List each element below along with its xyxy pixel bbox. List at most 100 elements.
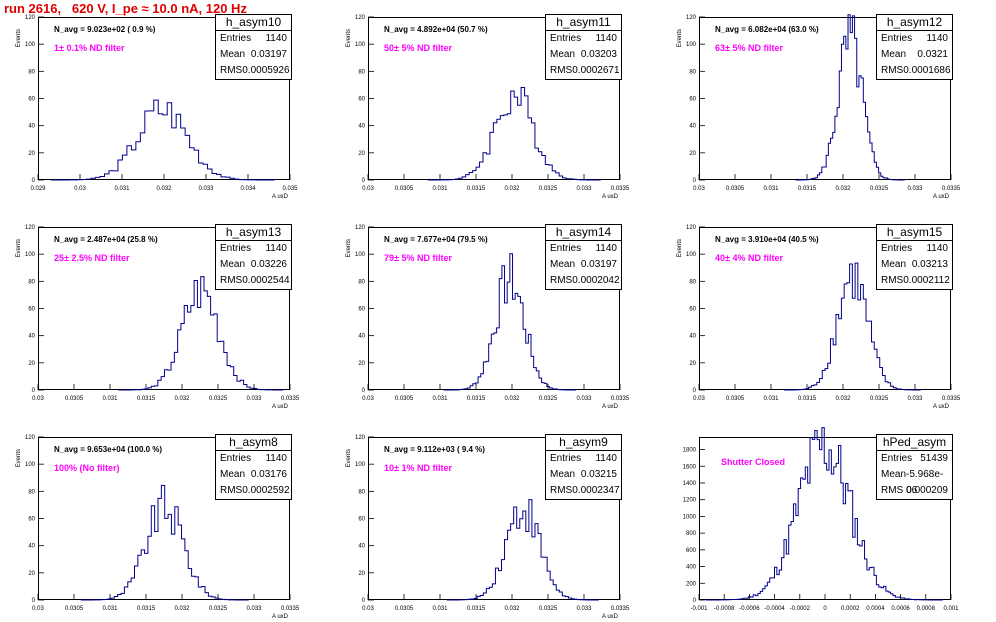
histogram-plot: 0.029 0.03 0.031 0.032 0.033 0.034 0.035 0 20 40 6… [16, 15, 298, 200]
x-tick-label: 0.032 [504, 186, 520, 192]
navg-label: N_avg = 9.653e+04 (100.0 %) [54, 445, 163, 454]
histogram-panel-h_asym9: 0.03 0.0305 0.031 0.0315 0.032 0.0325 0.033 0.0… [346, 434, 630, 620]
filter-annotation: Shutter Closed [721, 457, 786, 467]
x-tick-label: 0.0325 [209, 396, 228, 402]
histogram-plot: 0.03 0.0305 0.031 0.0315 0.032 0.0325 0.033 0.0… [346, 225, 630, 410]
x-tick-label: 0.03 [362, 396, 374, 402]
y-tick-label: 60 [358, 517, 365, 523]
y-tick-label: 20 [358, 571, 365, 577]
x-tick-label: 0.0305 [726, 186, 745, 192]
histogram-panel-h_asym11: 0.03 0.0305 0.031 0.0315 0.032 0.0325 0.033 0.0… [346, 14, 630, 200]
histogram-panel-h_asym15: 0.03 0.0305 0.031 0.0315 0.032 0.0325 0.033 0.0… [677, 224, 961, 410]
y-tick-label: 80 [358, 279, 365, 285]
y-tick-label: 120 [355, 225, 366, 231]
y-tick-label: 0 [362, 388, 366, 394]
filter-annotation: 79± 5% ND filter [384, 253, 452, 263]
x-tick-label: 0.032 [835, 396, 851, 402]
x-tick-label: 0.0305 [65, 396, 84, 402]
x-tick-label: 0.0335 [611, 396, 630, 402]
navg-label: N_avg = 3.910e+04 (40.5 %) [715, 235, 819, 244]
x-tick-label: 0.0325 [539, 396, 558, 402]
x-tick-label: 0.0325 [870, 186, 889, 192]
x-tick-label: 0.032 [504, 606, 520, 612]
y-tick-label: 100 [355, 462, 366, 468]
histogram-panel-h_asym14: 0.03 0.0305 0.031 0.0315 0.032 0.0325 0.033 0.0… [346, 224, 630, 410]
x-tick-label: 0.0325 [209, 606, 228, 612]
y-tick-label: 800 [686, 531, 697, 537]
stat-mean: Mean -5.968e-06 [881, 469, 944, 496]
stats-box: h_asym15 Entries 1140 Mean 0.03213 RMS 0.00… [876, 224, 953, 290]
x-tick-label: 0.033 [576, 396, 592, 402]
stat-entries: Entries 1140 [220, 453, 287, 464]
y-tick-label: 80 [28, 489, 35, 495]
histogram-bars [50, 99, 276, 181]
hist-name: hPed_asym [877, 435, 952, 451]
x-tick-label: 0.03 [32, 606, 44, 612]
y-tick-label: 80 [28, 69, 35, 75]
x-tick-label: 0.0325 [539, 606, 558, 612]
y-tick-label: 120 [355, 435, 366, 441]
stat-rms: RMS 0.0002347 [550, 485, 620, 496]
x-tick-label: 0.0004 [866, 606, 885, 612]
y-tick-label: 100 [25, 42, 36, 48]
y-tick-label: 20 [358, 361, 365, 367]
histogram-bars [117, 276, 284, 391]
x-tick-label: 0.0305 [726, 396, 745, 402]
navg-label: N_avg = 7.677e+04 (79.5 %) [384, 235, 488, 244]
x-tick-label: 0.0335 [942, 396, 961, 402]
stat-rms: RMS 0.0005926 [220, 65, 290, 76]
y-tick-label: 100 [25, 252, 36, 258]
stat-mean: Mean 0.03197 [550, 259, 617, 270]
stat-entries: Entries 51439 [881, 453, 948, 464]
x-tick-label: 0.0315 [467, 396, 486, 402]
x-tick-label: 0.001 [943, 606, 959, 612]
x-tick-label: 0.0315 [467, 606, 486, 612]
y-tick-label: 20 [689, 151, 696, 157]
y-axis-label: Events [677, 239, 683, 257]
histogram-bars [446, 499, 600, 601]
stat-entries: Entries 1140 [881, 243, 948, 254]
hist-name: h_asym11 [546, 15, 621, 31]
y-tick-label: 40 [28, 124, 35, 130]
y-tick-label: 120 [25, 15, 36, 21]
x-tick-label: 0.0305 [395, 606, 414, 612]
stat-mean: Mean 0.03197 [220, 49, 287, 60]
y-tick-label: 80 [358, 69, 365, 75]
navg-label: N_avg = 4.892e+04 (50.7 %) [384, 25, 488, 34]
x-tick-label: 0.031 [432, 606, 448, 612]
histogram-plot: 0.03 0.0305 0.031 0.0315 0.032 0.0325 0.033 0.0… [346, 15, 630, 200]
stat-rms: RMS 0.0001686 [881, 65, 951, 76]
x-tick-label: 0.0305 [395, 186, 414, 192]
x-tick-label: -0.0004 [764, 606, 785, 612]
x-tick-label: 0.0325 [870, 396, 889, 402]
navg-label: N_avg = 9.023e+02 ( 0.9 %) [54, 25, 156, 34]
y-axis-label: Events [677, 29, 683, 47]
histogram-plot: 0.03 0.0305 0.031 0.0315 0.032 0.0325 0.033 0.0… [346, 435, 630, 620]
y-tick-label: 120 [25, 435, 36, 441]
x-tick-label: 0.0315 [137, 396, 156, 402]
stat-rms: RMS 0.0002671 [550, 65, 620, 76]
histogram-plot: 0.03 0.0305 0.031 0.0315 0.032 0.0325 0.033 0.0… [677, 225, 961, 410]
filter-annotation: 63± 5% ND filter [715, 43, 783, 53]
stat-entries: Entries 1140 [550, 243, 617, 254]
stat-rms: RMS 0.0002592 [220, 485, 290, 496]
x-axis-label: A uxD [602, 404, 619, 410]
y-tick-label: 1800 [683, 448, 697, 454]
y-tick-label: 40 [689, 124, 696, 130]
x-tick-label: 0.035 [282, 186, 298, 192]
x-tick-label: 0.03 [693, 186, 705, 192]
x-tick-label: 0.032 [174, 396, 190, 402]
y-tick-label: 40 [689, 334, 696, 340]
x-tick-label: 0.031 [763, 186, 779, 192]
y-tick-label: 60 [28, 97, 35, 103]
x-tick-label: -0.0002 [790, 606, 811, 612]
histogram-bars [783, 262, 922, 391]
stat-entries: Entries 1140 [220, 243, 287, 254]
y-tick-label: 0 [362, 178, 366, 184]
x-tick-label: 0.03 [74, 186, 86, 192]
stat-mean: Mean 0.03226 [220, 259, 287, 270]
x-tick-label: 0.0006 [891, 606, 910, 612]
stat-rms: RMS 0.0002042 [550, 275, 620, 286]
y-tick-label: 0 [362, 598, 366, 604]
hist-name: h_asym13 [216, 225, 291, 241]
